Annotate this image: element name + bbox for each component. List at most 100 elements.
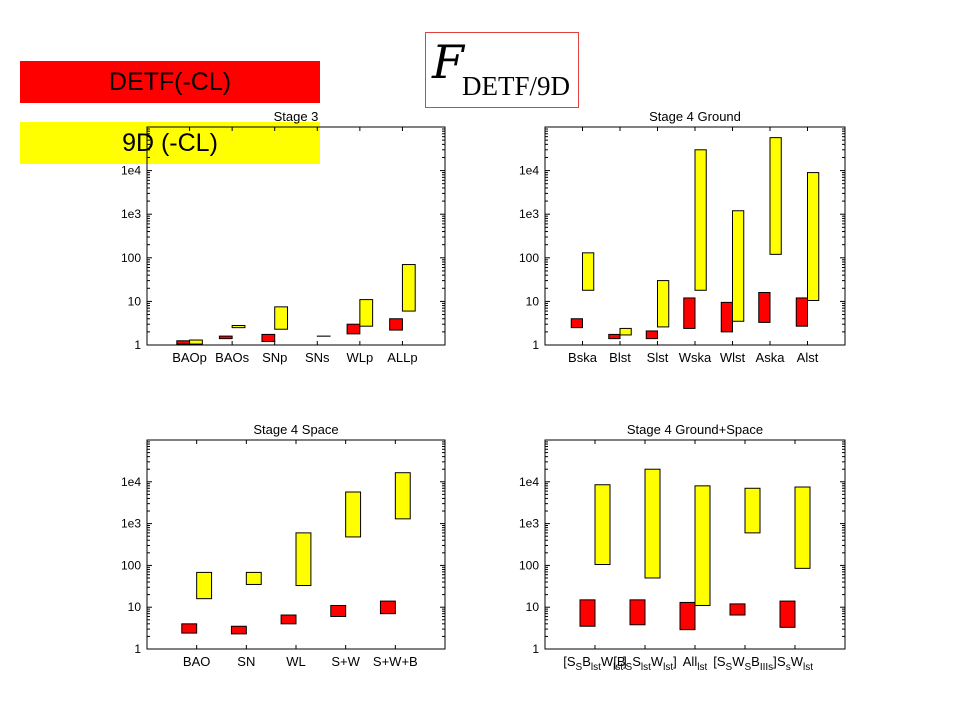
x-category-label: S+W+B <box>373 654 418 669</box>
y-tick-label: 100 <box>519 251 539 265</box>
9d-range-bar <box>619 327 632 336</box>
y-tick-label: 1e4 <box>121 164 141 178</box>
y-tick-label: 1e3 <box>519 207 539 221</box>
chart-title: Stage 4 Ground+Space <box>627 422 763 437</box>
detf-range-bar <box>795 297 808 327</box>
x-category-label: ALLp <box>387 350 417 365</box>
logo-script-letter: F <box>432 35 464 89</box>
x-category-label: Wska <box>679 350 712 365</box>
chart-title: Stage 3 <box>274 109 319 124</box>
x-category-label: SNp <box>262 350 287 365</box>
9d-range-bar <box>807 172 820 301</box>
x-category-label: SNs <box>305 350 330 365</box>
9d-range-bar <box>189 339 203 345</box>
y-tick-label: 10 <box>526 600 540 614</box>
legend-9d-cl: 9D (-CL) <box>20 122 320 164</box>
detf-range-bar <box>181 623 198 634</box>
logo-subscript: DETF/9D <box>462 71 570 101</box>
x-category-label: SN <box>237 654 255 669</box>
x-category-label: Bska <box>568 350 598 365</box>
y-tick-label: 1e3 <box>121 207 141 221</box>
x-category-label: S+W <box>331 654 360 669</box>
detf-range-bar <box>261 333 276 343</box>
chart-panel-1: 1 10 100 1e3 1e4 BAOp BAOs SNp SNs WLp ALLp Stage 3 <box>121 109 446 365</box>
y-tick-label: 1 <box>532 338 539 352</box>
9d-range-bar <box>345 491 362 538</box>
9d-range-bar <box>231 325 246 329</box>
9d-range-bar <box>769 137 782 255</box>
x-category-label: BAOs <box>215 350 249 365</box>
detf-range-bar <box>729 603 746 616</box>
9d-range-bar <box>732 210 745 322</box>
chart-title: Stage 4 Ground <box>649 109 741 124</box>
9d-range-bar <box>644 468 661 579</box>
axes-frame <box>146 126 446 346</box>
x-category-label: Alst <box>797 350 819 365</box>
x-category-label: Wlst <box>720 350 746 365</box>
y-tick-label: 100 <box>121 558 141 572</box>
x-category-label: Slst <box>647 350 669 365</box>
x-category-label: Aska <box>756 350 786 365</box>
detf-range-bar <box>330 604 347 617</box>
9d-range-bar <box>245 571 262 585</box>
9d-range-bar <box>359 299 374 327</box>
detf-range-bar <box>379 600 396 615</box>
x-category-label: [SSBlstWlst] <box>563 654 627 673</box>
y-tick-label: 100 <box>121 251 141 265</box>
detf-range-bar <box>779 600 796 628</box>
9d-range-bar <box>582 252 595 291</box>
y-tick-label: 1e3 <box>121 517 141 531</box>
y-tick-label: 1e4 <box>519 164 539 178</box>
detf-range-bar <box>176 340 191 345</box>
y-tick-label: 1e4 <box>121 475 141 489</box>
9d-range-bar <box>794 486 811 569</box>
x-category-label: WL <box>286 654 306 669</box>
x-category-label: Alllst <box>683 654 708 673</box>
detf-range-bar <box>389 318 403 331</box>
detf-range-bar <box>758 292 771 323</box>
x-category-label: SsWlst <box>777 654 813 673</box>
9d-range-bar <box>594 484 611 566</box>
x-category-label: BAOp <box>172 350 207 365</box>
y-tick-label: 1 <box>134 338 141 352</box>
9d-range-bar <box>657 280 670 328</box>
detf-range-bar <box>608 333 621 340</box>
legend-detf-cl: DETF(-CL) <box>20 61 320 103</box>
y-tick-label: 10 <box>128 600 142 614</box>
y-tick-label: 1 <box>134 642 141 656</box>
detf-range-bar <box>579 599 596 627</box>
x-category-label: [BSSlstWlst] <box>613 654 677 673</box>
y-tick-label: 1 <box>532 642 539 656</box>
y-tick-label: 100 <box>519 558 539 572</box>
x-category-label: WLp <box>346 350 373 365</box>
y-tick-label: 10 <box>526 294 540 308</box>
y-tick-label: 1e4 <box>519 475 539 489</box>
y-tick-label: 1e3 <box>519 517 539 531</box>
chart-panel-3: 1 10 100 1e3 1e4 BAO SN WL S+W S+W+B Stage 4 Space <box>121 422 446 669</box>
chart-title: Stage 4 Space <box>253 422 338 437</box>
x-category-label: BAO <box>183 654 210 669</box>
detf-range-bar <box>629 599 646 626</box>
x-category-label: [SSWSBIIIs] <box>713 654 777 673</box>
chart-panel-4: 1 10 100 1e3 1e4 [SSBlstWlst][BSSlstWlst] Alll… <box>519 422 846 673</box>
9d-range-bar <box>196 571 213 600</box>
legend-9d-cl-label: 9D (-CL) <box>122 128 218 157</box>
9d-range-bar <box>295 532 312 587</box>
y-tick-label: 10 <box>128 294 142 308</box>
legend-detf-cl-label: DETF(-CL) <box>108 67 232 96</box>
detf-range-bar <box>280 614 297 625</box>
detf-range-bar <box>570 318 583 329</box>
chart-panel-2: 1 10 100 1e3 1e4 Bska Blst Slst Wska Wlst Aska Alst… <box>519 109 846 365</box>
detf-range-bar <box>683 297 696 329</box>
9d-range-bar <box>274 306 288 330</box>
detf-range-bar <box>346 323 361 335</box>
9d-range-bar <box>694 149 707 291</box>
9d-range-bar <box>394 472 411 520</box>
fom-ratio-logo: F DETF/9D <box>425 32 579 108</box>
detf-range-bar <box>679 601 696 631</box>
detf-range-bar <box>230 625 247 635</box>
detf-range-bar <box>218 335 233 340</box>
9d-range-bar <box>401 264 416 312</box>
9d-range-bar <box>744 487 761 534</box>
